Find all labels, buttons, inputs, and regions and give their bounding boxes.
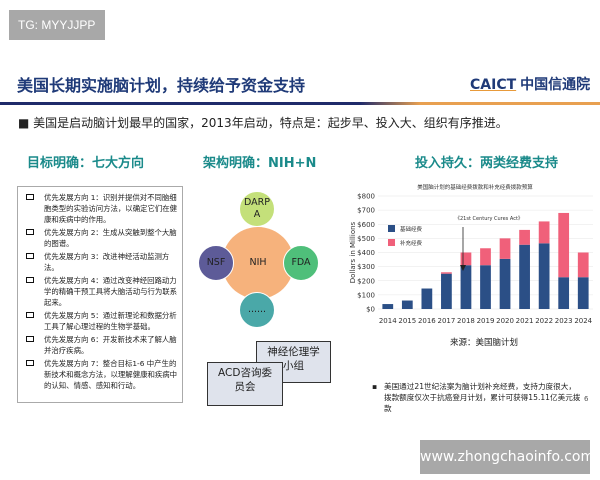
x-tick-label: 2018: [457, 317, 475, 325]
y-tick-label: $300: [357, 263, 375, 271]
bar-base: [441, 273, 452, 309]
bar-base: [480, 265, 491, 309]
bar-supplement: [558, 212, 570, 278]
bar-base: [382, 304, 394, 309]
x-tick-label: 2019: [477, 317, 495, 325]
y-tick-label: $600: [357, 221, 375, 229]
caict-logo: CAICT 中国信通院: [470, 74, 590, 94]
dot-bullet-icon: ▪: [372, 382, 378, 391]
funding-chart: 美国脑计划的基础经费拨款和补充经费拨款预算 Dollars in Millions…: [349, 183, 593, 325]
direction-text: 优先发展方向 3：改进神经活动监测方法。: [44, 252, 170, 272]
checkbox-bullet-icon: [26, 253, 34, 259]
x-tick-label: 2021: [516, 317, 534, 325]
watermark-banner-top: TG: MYYJJPP: [9, 10, 105, 40]
direction-item: 优先发展方向 6：开发新技术来了解人脑并治疗疾病。: [24, 334, 178, 356]
bar-base: [538, 243, 550, 309]
x-tick-label: 2015: [398, 317, 416, 325]
slide-title: 美国长期实施脑计划，持续给予资金支持: [17, 76, 306, 95]
structure-heading: 架构明确：NIH+N: [203, 156, 317, 171]
bar-base: [499, 258, 511, 309]
bar-base: [558, 277, 570, 309]
directions-list: 优先发展方向 1：识别并提供对不同脑细胞类型的实验访问方法，以确定它们在健康和疾…: [17, 186, 183, 403]
chart-title: 美国脑计划的基础经费拨款和补充经费拨款预算: [417, 183, 533, 191]
y-tick-label: $100: [357, 291, 375, 299]
direction-item: 优先发展方向 4：通过改变神经回路动力学的精确干预工具将大脑活动与行为联系起来。: [24, 275, 178, 308]
x-tick-label: 2020: [496, 317, 514, 325]
checkbox-bullet-icon: [26, 277, 34, 283]
darpa-label: DARPA: [244, 197, 270, 220]
x-tick-label: 2017: [437, 317, 455, 325]
darpa-circle: DARPA: [239, 191, 275, 227]
bar-base: [577, 277, 589, 309]
checkbox-bullet-icon: [26, 336, 34, 342]
bar-supplement: [480, 248, 491, 266]
acd-card: ACD咨询委员会: [207, 362, 283, 406]
square-bullet-icon: ■: [18, 116, 34, 130]
legend-swatch: [388, 239, 395, 246]
note-text: 美国通过21世纪法案为脑计划补充经费，支持力度很大，拨款额度仅次于抗癌登月计划，…: [384, 382, 581, 413]
funding-heading: 投入持久：两类经费支持: [415, 156, 559, 171]
x-tick-label: 2023: [555, 317, 573, 325]
logo-name: 中国信通院: [520, 77, 591, 93]
direction-item: 优先发展方向 1：识别并提供对不同脑细胞类型的实验访问方法，以确定它们在健康和疾…: [24, 192, 178, 225]
direction-item: 优先发展方向 3：改进神经活动监测方法。: [24, 251, 178, 273]
bar-base: [401, 300, 413, 309]
y-tick-label: $800: [357, 193, 375, 201]
direction-text: 优先发展方向 1：识别并提供对不同脑细胞类型的实验访问方法，以确定它们在健康和疾…: [44, 193, 178, 224]
x-tick-label: 2016: [418, 317, 436, 325]
direction-text: 优先发展方向 2：生成从突触到整个大脑的图谱。: [44, 228, 177, 248]
checkbox-bullet-icon: [26, 360, 34, 366]
bar-supplement: [460, 252, 472, 266]
title-divider: [0, 102, 600, 105]
checkbox-bullet-icon: [26, 312, 34, 318]
direction-text: 优先发展方向 5：通过新理论和数据分析工具了解心理过程的生物学基础。: [44, 311, 177, 331]
direction-item: 优先发展方向 5：通过新理论和数据分析工具了解心理过程的生物学基础。: [24, 310, 178, 332]
bar-supplement: [519, 229, 530, 245]
y-tick-label: $400: [357, 249, 375, 257]
bar-supplement: [577, 252, 589, 278]
legend-label: 基础经费: [400, 225, 423, 233]
note-bullet: ▪ 美国通过21世纪法案为脑计划补充经费，支持力度很大，拨款额度仅次于抗癌登月计划…: [372, 381, 582, 414]
bar-base: [519, 244, 530, 309]
bar-supplement: [441, 272, 452, 274]
annotation-text: 《21st Century Cures Act》: [455, 216, 523, 222]
legend-label: 补充经费: [400, 239, 423, 247]
checkbox-bullet-icon: [26, 194, 34, 200]
direction-item: 优先发展方向 2：生成从突触到整个大脑的图谱。: [24, 227, 178, 249]
direction-item: 优先发展方向 7：整合目标1-6 中产生的新技术和概念方法，以理解健康和疾病中的…: [24, 358, 178, 391]
x-tick-label: 2014: [379, 317, 397, 325]
arrow-head-icon: [460, 265, 466, 271]
x-tick-label: 2024: [574, 317, 592, 325]
fda-circle: FDA: [283, 245, 319, 281]
bar-base: [460, 265, 472, 309]
bar-base: [421, 288, 433, 309]
checkbox-bullet-icon: [26, 229, 34, 235]
legend-swatch: [388, 225, 395, 232]
direction-text: 优先发展方向 7：整合目标1-6 中产生的新技术和概念方法，以理解健康和疾病中的…: [44, 359, 178, 390]
direction-text: 优先发展方向 6：开发新技术来了解人脑并治疗疾病。: [44, 335, 177, 355]
bar-supplement: [499, 238, 511, 259]
y-tick-label: $200: [357, 277, 375, 285]
y-axis-label: Dollars in Millions: [349, 221, 357, 283]
y-tick-label: $0: [366, 306, 375, 314]
nih-circle: NIH: [222, 227, 294, 299]
intro-text: 美国是启动脑计划最早的国家，2013年启动，特点是：起步早、投入大、组织有序推进…: [33, 116, 508, 130]
more-circle: ......: [239, 292, 275, 328]
intro-bullet: ■ 美国是启动脑计划最早的国家，2013年启动，特点是：起步早、投入大、组织有序…: [18, 114, 508, 131]
watermark-banner-bottom: www.zhongchaoinfo.com: [420, 440, 594, 474]
direction-text: 优先发展方向 4：通过改变神经回路动力学的精确干预工具将大脑活动与行为联系起来。: [44, 276, 178, 307]
x-tick-label: 2022: [535, 317, 553, 325]
bar-supplement: [538, 221, 550, 244]
page-number: 6: [584, 395, 589, 403]
goals-heading: 目标明确：七大方向: [27, 156, 145, 171]
nsf-circle: NSF: [198, 245, 234, 281]
y-tick-label: $700: [357, 207, 375, 215]
chart-source: 来源：美国脑计划: [450, 338, 519, 348]
y-tick-label: $500: [357, 235, 375, 243]
logo-abbr: CAICT: [470, 77, 517, 93]
